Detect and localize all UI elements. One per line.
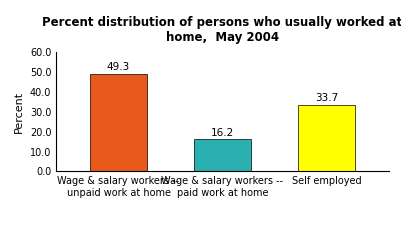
Bar <box>90 74 147 171</box>
Text: 33.7: 33.7 <box>315 93 338 103</box>
Y-axis label: Percent: Percent <box>14 91 24 133</box>
Text: 49.3: 49.3 <box>107 62 130 72</box>
Bar <box>298 104 355 171</box>
Title: Percent distribution of persons who usually worked at
home,  May 2004: Percent distribution of persons who usua… <box>43 16 401 44</box>
Text: 16.2: 16.2 <box>211 128 234 138</box>
Bar <box>194 139 251 171</box>
